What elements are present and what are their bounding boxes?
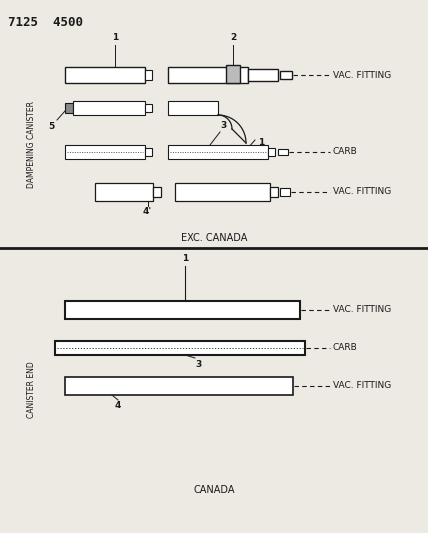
Bar	[65, 301, 300, 319]
Text: 3: 3	[220, 121, 226, 130]
Text: VAC. FITTING: VAC. FITTING	[333, 382, 391, 391]
Text: 1: 1	[112, 33, 118, 42]
Bar	[168, 101, 218, 115]
Bar	[270, 187, 278, 197]
Text: 5: 5	[48, 122, 54, 131]
Text: CARB: CARB	[333, 343, 358, 352]
Text: 1: 1	[258, 138, 264, 147]
Text: 1: 1	[182, 254, 188, 263]
Bar	[280, 71, 292, 79]
Bar	[65, 145, 145, 159]
Text: 4': 4'	[143, 207, 152, 216]
Bar	[168, 145, 268, 159]
Text: VAC. FITTING: VAC. FITTING	[333, 188, 391, 197]
Bar	[65, 67, 145, 83]
Text: 4: 4	[115, 401, 122, 410]
Bar	[248, 69, 278, 81]
Bar	[145, 70, 152, 80]
Text: CANADA: CANADA	[193, 485, 235, 495]
Bar	[168, 67, 248, 83]
Bar	[175, 183, 270, 201]
Text: 3: 3	[195, 360, 201, 369]
Text: 2: 2	[230, 33, 236, 42]
Bar	[55, 341, 305, 355]
Bar	[226, 65, 240, 83]
Bar	[65, 103, 73, 113]
Text: EXC. CANADA: EXC. CANADA	[181, 233, 247, 243]
Bar	[95, 183, 153, 201]
Text: VAC. FITTING: VAC. FITTING	[333, 70, 391, 79]
Text: VAC. FITTING: VAC. FITTING	[333, 305, 391, 314]
Bar	[145, 148, 152, 156]
Bar	[280, 188, 290, 196]
Text: DAMPENING CANISTER: DAMPENING CANISTER	[27, 101, 36, 189]
Text: CANISTER END: CANISTER END	[27, 361, 36, 418]
Text: CARB: CARB	[333, 148, 358, 157]
Bar	[65, 377, 293, 395]
Text: 7125  4500: 7125 4500	[8, 16, 83, 29]
Bar	[73, 101, 145, 115]
Bar	[145, 104, 152, 112]
Bar	[278, 149, 288, 155]
Bar	[268, 148, 275, 156]
Bar	[153, 187, 161, 197]
